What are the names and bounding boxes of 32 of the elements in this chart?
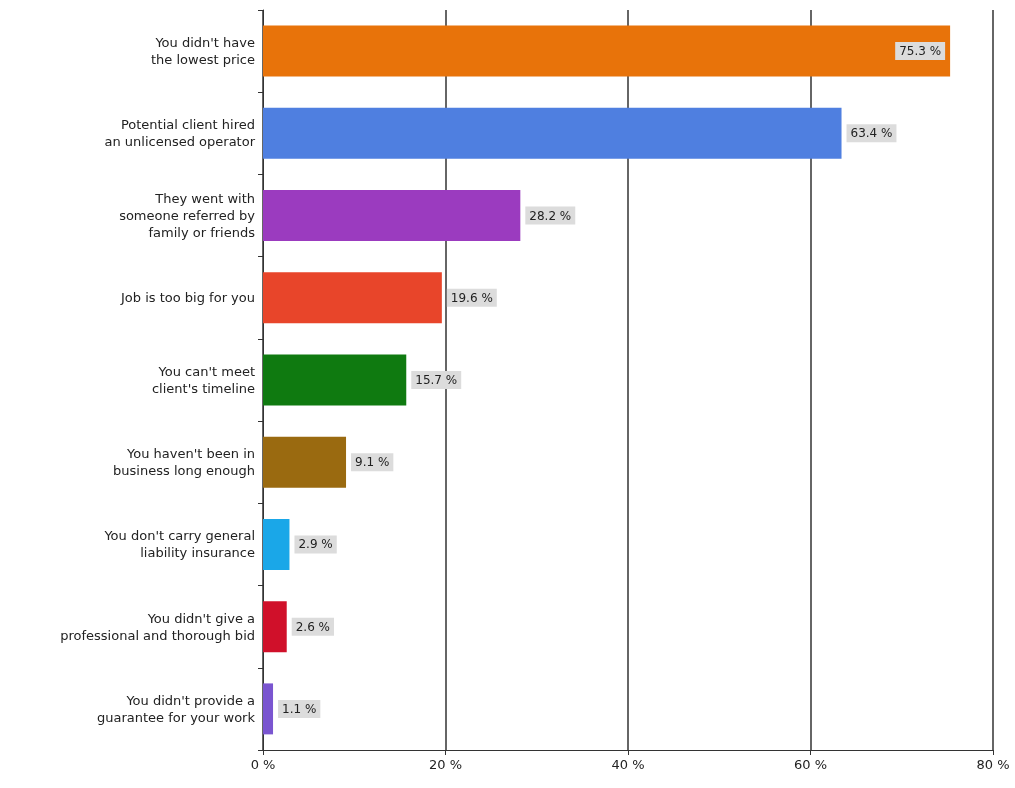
y-tick-label: You haven't been in business long enough: [113, 446, 255, 479]
bar: [263, 436, 347, 488]
bar: [263, 683, 274, 735]
y-tick-label: They went with someone referred by family or friends: [119, 191, 256, 241]
x-tick-label: 40 %: [611, 757, 645, 772]
x-tick-label: 20 %: [428, 757, 463, 772]
y-tick-label: You didn't have the lowest price: [150, 35, 255, 68]
bar: [263, 25, 951, 77]
data-label: 75.3 %: [899, 44, 942, 59]
bar: [263, 190, 521, 242]
y-tick-label: Potential client hired an unlicensed operator: [104, 117, 256, 150]
x-tick-label: 80 %: [976, 757, 1010, 772]
data-label: 2.9 %: [298, 537, 333, 552]
y-tick-label: You can't meet client's timeline: [151, 364, 255, 396]
y-tick-label: You didn't give a professional and thorough bid: [60, 610, 255, 643]
bar: [263, 272, 442, 324]
x-tick-label: 0 %: [250, 757, 276, 772]
y-tick-label: You didn't provide a guarantee for your work: [96, 692, 256, 725]
data-label: 19.6 %: [450, 290, 493, 305]
bar: [263, 107, 842, 159]
bar: [263, 518, 290, 570]
bar: [263, 354, 407, 406]
data-label: 63.4 %: [850, 126, 893, 141]
data-label: 15.7 %: [415, 373, 458, 387]
data-label: 2.6 %: [295, 619, 331, 634]
bar: [263, 601, 287, 653]
x-tick-label: 60 %: [793, 757, 828, 772]
data-label: 1.1 %: [282, 701, 317, 716]
data-label: 28.2 %: [529, 208, 572, 223]
y-tick-label: Job is too big for you: [120, 290, 255, 306]
y-tick-label: You don't carry general liability insurance: [103, 528, 255, 561]
data-label: 9.1 %: [355, 455, 390, 470]
